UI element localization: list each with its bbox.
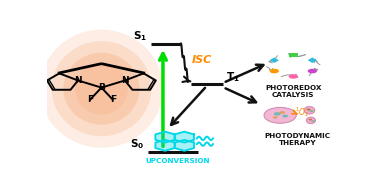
Polygon shape: [155, 140, 175, 151]
Ellipse shape: [52, 41, 151, 136]
Text: ISC: ISC: [192, 55, 212, 65]
Circle shape: [289, 74, 298, 79]
Polygon shape: [270, 57, 279, 63]
Text: N: N: [121, 76, 129, 85]
Polygon shape: [175, 132, 194, 143]
FancyBboxPatch shape: [289, 53, 298, 57]
Text: $\mathbf{T_1}$: $\mathbf{T_1}$: [226, 70, 240, 84]
Polygon shape: [308, 57, 317, 63]
Ellipse shape: [75, 63, 128, 115]
Text: F: F: [87, 95, 93, 104]
Text: B: B: [98, 83, 105, 92]
Circle shape: [310, 110, 313, 112]
Ellipse shape: [40, 30, 163, 148]
Text: UPCONVERSION: UPCONVERSION: [146, 158, 210, 164]
Text: $^1O_2$: $^1O_2$: [295, 105, 310, 119]
Circle shape: [307, 108, 311, 111]
Polygon shape: [155, 132, 175, 143]
Polygon shape: [304, 107, 315, 114]
Text: F: F: [110, 95, 116, 104]
Circle shape: [308, 69, 317, 73]
Polygon shape: [175, 140, 194, 151]
Circle shape: [264, 107, 296, 123]
Circle shape: [282, 115, 288, 117]
Text: $\mathbf{S_1}$: $\mathbf{S_1}$: [133, 30, 147, 43]
Text: PHOTOREDOX
CATALYSIS: PHOTOREDOX CATALYSIS: [265, 85, 322, 98]
Circle shape: [274, 112, 281, 116]
Text: N: N: [74, 76, 82, 85]
Circle shape: [311, 120, 315, 122]
Text: $\mathbf{S_0}$: $\mathbf{S_0}$: [130, 137, 144, 151]
Circle shape: [270, 69, 279, 73]
Circle shape: [280, 111, 285, 114]
Ellipse shape: [64, 53, 139, 125]
Circle shape: [308, 119, 312, 120]
Text: PHOTODYNAMIC
THERAPY: PHOTODYNAMIC THERAPY: [265, 133, 331, 146]
Polygon shape: [307, 117, 315, 124]
Circle shape: [273, 116, 277, 119]
